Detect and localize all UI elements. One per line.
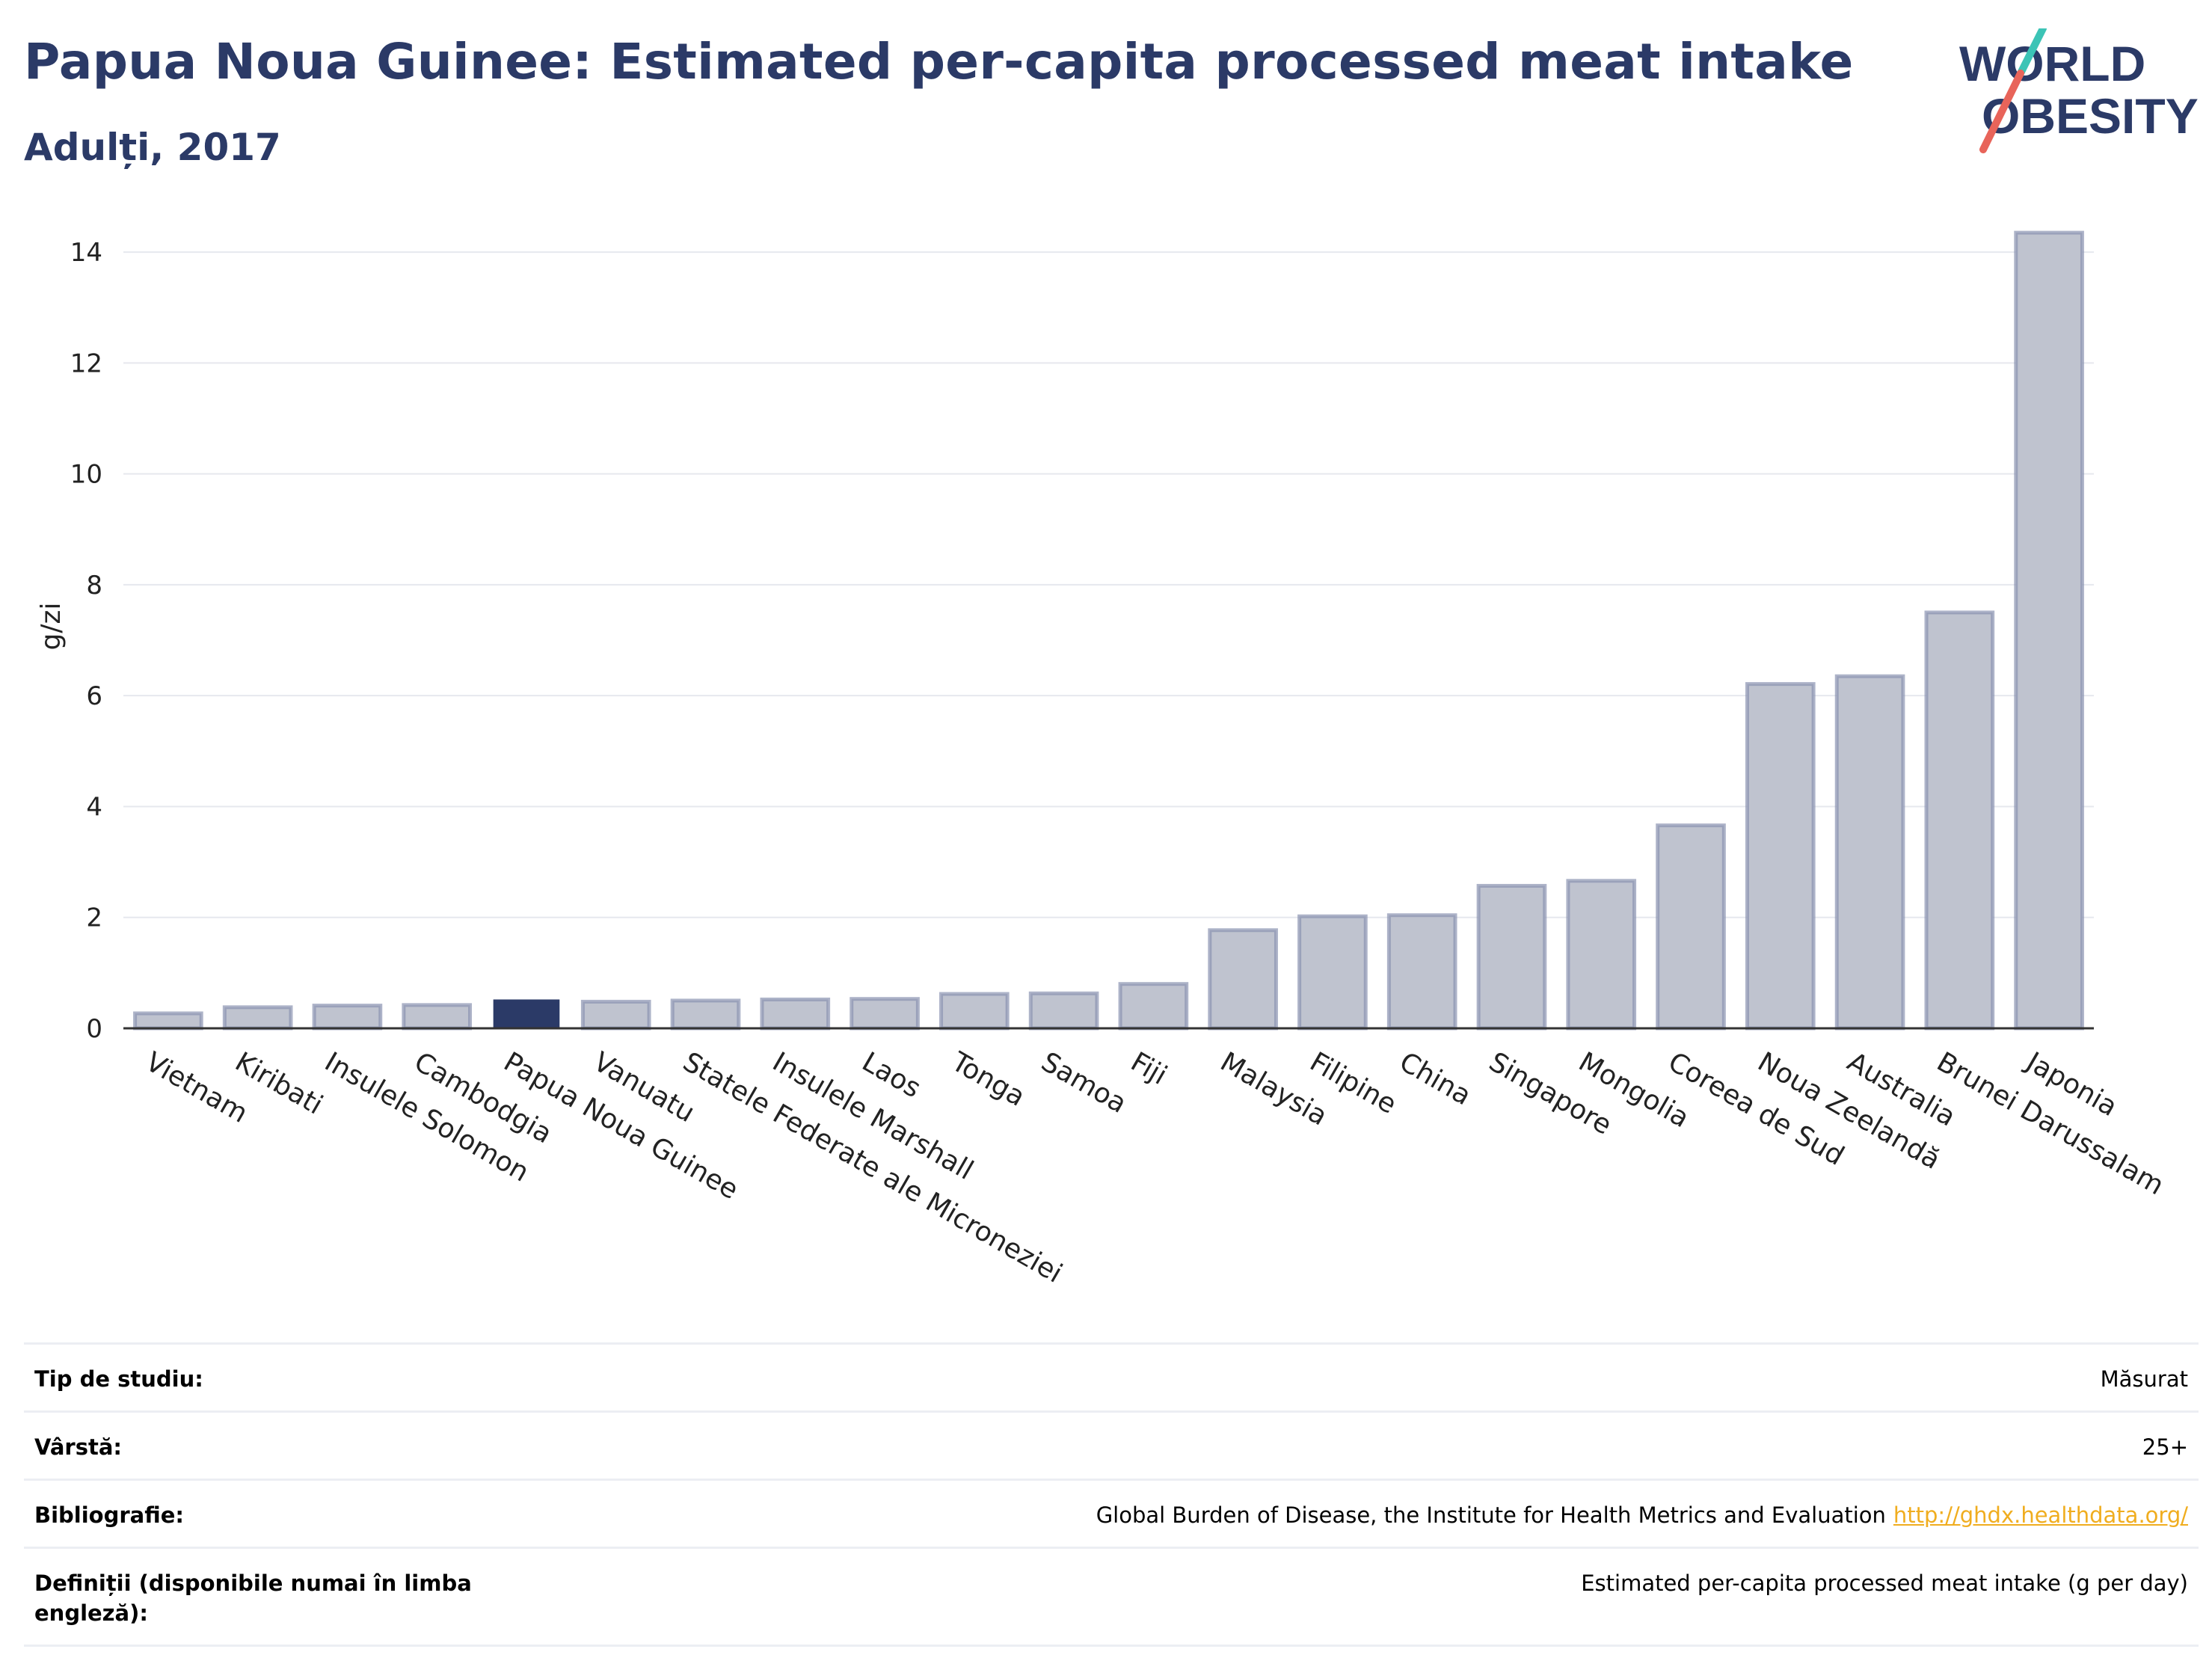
chart-title: Papua Noua Guinee: Estimated per-capita … [24, 33, 1854, 90]
bar [670, 998, 741, 1031]
meta-value: Global Burden of Disease, the Institute … [1096, 1502, 1886, 1528]
bar [1924, 610, 1995, 1031]
logo-slash-red [1979, 70, 2024, 153]
meta-label: Vârstă: [34, 1434, 123, 1460]
meta-label: Definiții (disponibile numai în limba en… [34, 1570, 472, 1626]
y-tick-label: 8 [86, 571, 102, 601]
bar [312, 1004, 383, 1031]
x-tick-label: China [1394, 1046, 1476, 1111]
x-tick-label: Tonga [946, 1046, 1030, 1113]
chart-subtitle: Adulți, 2017 [24, 126, 281, 169]
y-tick-label: 2 [86, 903, 102, 933]
meta-value-wrap: Global Burden of Disease, the Institute … [1096, 1500, 2188, 1530]
x-tick-label: Fiji [1125, 1046, 1172, 1091]
y-axis-label: g/zi [36, 603, 67, 651]
meta-row-age: Vârstă: 25+ [24, 1410, 2199, 1479]
bar [1566, 879, 1637, 1031]
y-tick-label: 6 [86, 681, 102, 711]
metadata-table: Tip de studiu: Măsurat Vârstă: 25+ Bibli… [24, 1342, 2199, 1647]
bar [580, 999, 651, 1031]
logo-graphic: WORLD OBESITY [1959, 25, 2199, 153]
bar [402, 1003, 473, 1031]
bar [1656, 823, 1726, 1031]
world-obesity-logo[interactable]: WORLD OBESITY [1959, 25, 2199, 156]
bar [493, 999, 560, 1028]
bar [2014, 230, 2084, 1031]
y-tick-label: 10 [70, 460, 102, 490]
x-tick-label: Vietnam [141, 1046, 253, 1129]
bar [1208, 928, 1278, 1031]
bar [760, 997, 831, 1031]
meta-value: Estimated per-capita processed meat inta… [1581, 1570, 2188, 1596]
bar [939, 992, 1010, 1031]
meta-value: Măsurat [2100, 1366, 2188, 1392]
meta-row-study-type: Tip de studiu: Măsurat [24, 1342, 2199, 1410]
bar [850, 997, 920, 1031]
meta-row-bibliography: Bibliografie: Global Burden of Disease, … [24, 1479, 2199, 1547]
source-link[interactable]: http://ghdx.healthdata.org/ [1893, 1502, 2188, 1528]
logo-line1: WORLD [1959, 36, 2145, 91]
bar [133, 1011, 203, 1031]
meta-label: Bibliografie: [34, 1502, 184, 1528]
bar [1834, 674, 1905, 1031]
bar [1745, 682, 1816, 1031]
bar [1118, 982, 1189, 1031]
bar [222, 1005, 293, 1031]
x-tick-label: Samoa [1036, 1046, 1131, 1120]
bar [1386, 913, 1457, 1031]
meta-label: Tip de studiu: [34, 1366, 203, 1392]
meta-row-definitions: Definiții (disponibile numai în limba en… [24, 1547, 2199, 1647]
y-tick-label: 14 [70, 238, 102, 268]
y-tick-label: 4 [86, 792, 102, 822]
logo-line2: OBESITY [1982, 88, 2199, 144]
meta-value: 25+ [2142, 1434, 2188, 1460]
y-tick-label: 12 [70, 348, 102, 378]
logo-slash-teal [2017, 25, 2047, 77]
bar [1297, 914, 1368, 1031]
bar [1028, 991, 1099, 1031]
bar [1476, 883, 1547, 1031]
y-tick-label: 0 [86, 1014, 102, 1044]
